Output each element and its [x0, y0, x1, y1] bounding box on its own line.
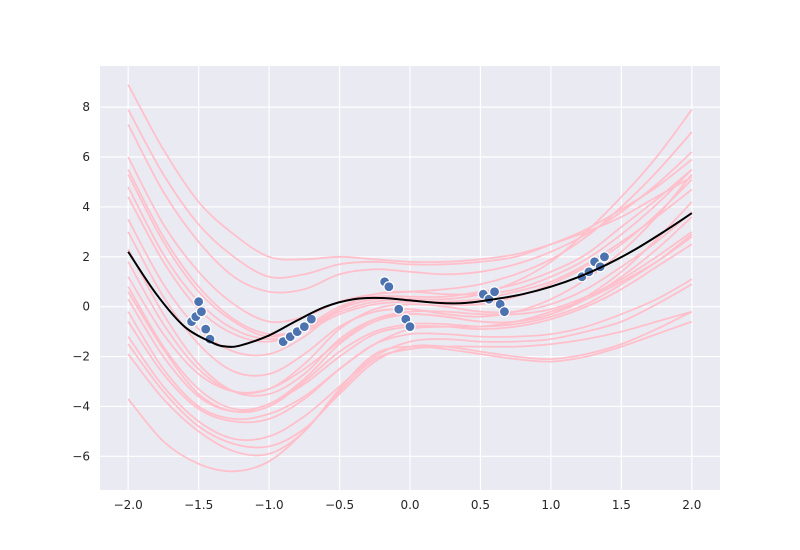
- x-axis-ticks: −2.0 −1.5 −1.0 −0.5 0.0 0.5 1.0 1.5 2.0: [114, 498, 702, 512]
- x-tick-label: 0.0: [400, 498, 419, 512]
- observation-point: [193, 296, 205, 308]
- sample-curve: [127, 231, 693, 394]
- y-tick-label: 2: [82, 250, 90, 264]
- x-tick-label: 2.0: [682, 498, 701, 512]
- sample-curve: [127, 310, 693, 473]
- sample-curve: [127, 168, 693, 338]
- x-tick-label: −1.5: [184, 498, 213, 512]
- observation-point: [598, 251, 611, 263]
- sample-curve: [127, 211, 693, 395]
- observation-point: [393, 303, 405, 315]
- observation-point: [383, 281, 395, 293]
- observation-point: [404, 321, 416, 333]
- mean-curve-group: [127, 212, 693, 348]
- sample-curve: [127, 216, 693, 411]
- sample-curve: [127, 278, 693, 424]
- x-tick-label: −0.5: [325, 498, 354, 512]
- y-tick-label: 0: [82, 300, 90, 314]
- posterior-samples: [127, 84, 693, 473]
- grid-lines: [100, 66, 720, 490]
- y-tick-label: 8: [82, 100, 90, 114]
- sample-curve: [127, 173, 693, 377]
- y-tick-label: 6: [82, 150, 90, 164]
- y-tick-label: −2: [72, 350, 90, 364]
- observation-point: [200, 323, 212, 335]
- x-tick-label: 0.5: [471, 498, 490, 512]
- y-axis-ticks: −6 −4 −2 0 2 4 6 8: [72, 100, 90, 463]
- x-tick-label: 1.0: [541, 498, 560, 512]
- sample-curve: [127, 283, 693, 442]
- x-tick-label: −2.0: [114, 498, 143, 512]
- sample-curve: [127, 320, 693, 457]
- observation-point: [195, 306, 208, 318]
- sample-curve: [127, 109, 693, 279]
- y-tick-label: −4: [72, 399, 90, 413]
- observation-point: [298, 321, 310, 333]
- observation-point: [488, 286, 501, 298]
- mean-curve: [127, 212, 693, 348]
- y-tick-label: 4: [82, 200, 90, 214]
- x-tick-label: −1.0: [255, 498, 284, 512]
- observation-point: [498, 306, 511, 318]
- x-tick-label: 1.5: [612, 498, 631, 512]
- y-tick-label: −6: [72, 449, 90, 463]
